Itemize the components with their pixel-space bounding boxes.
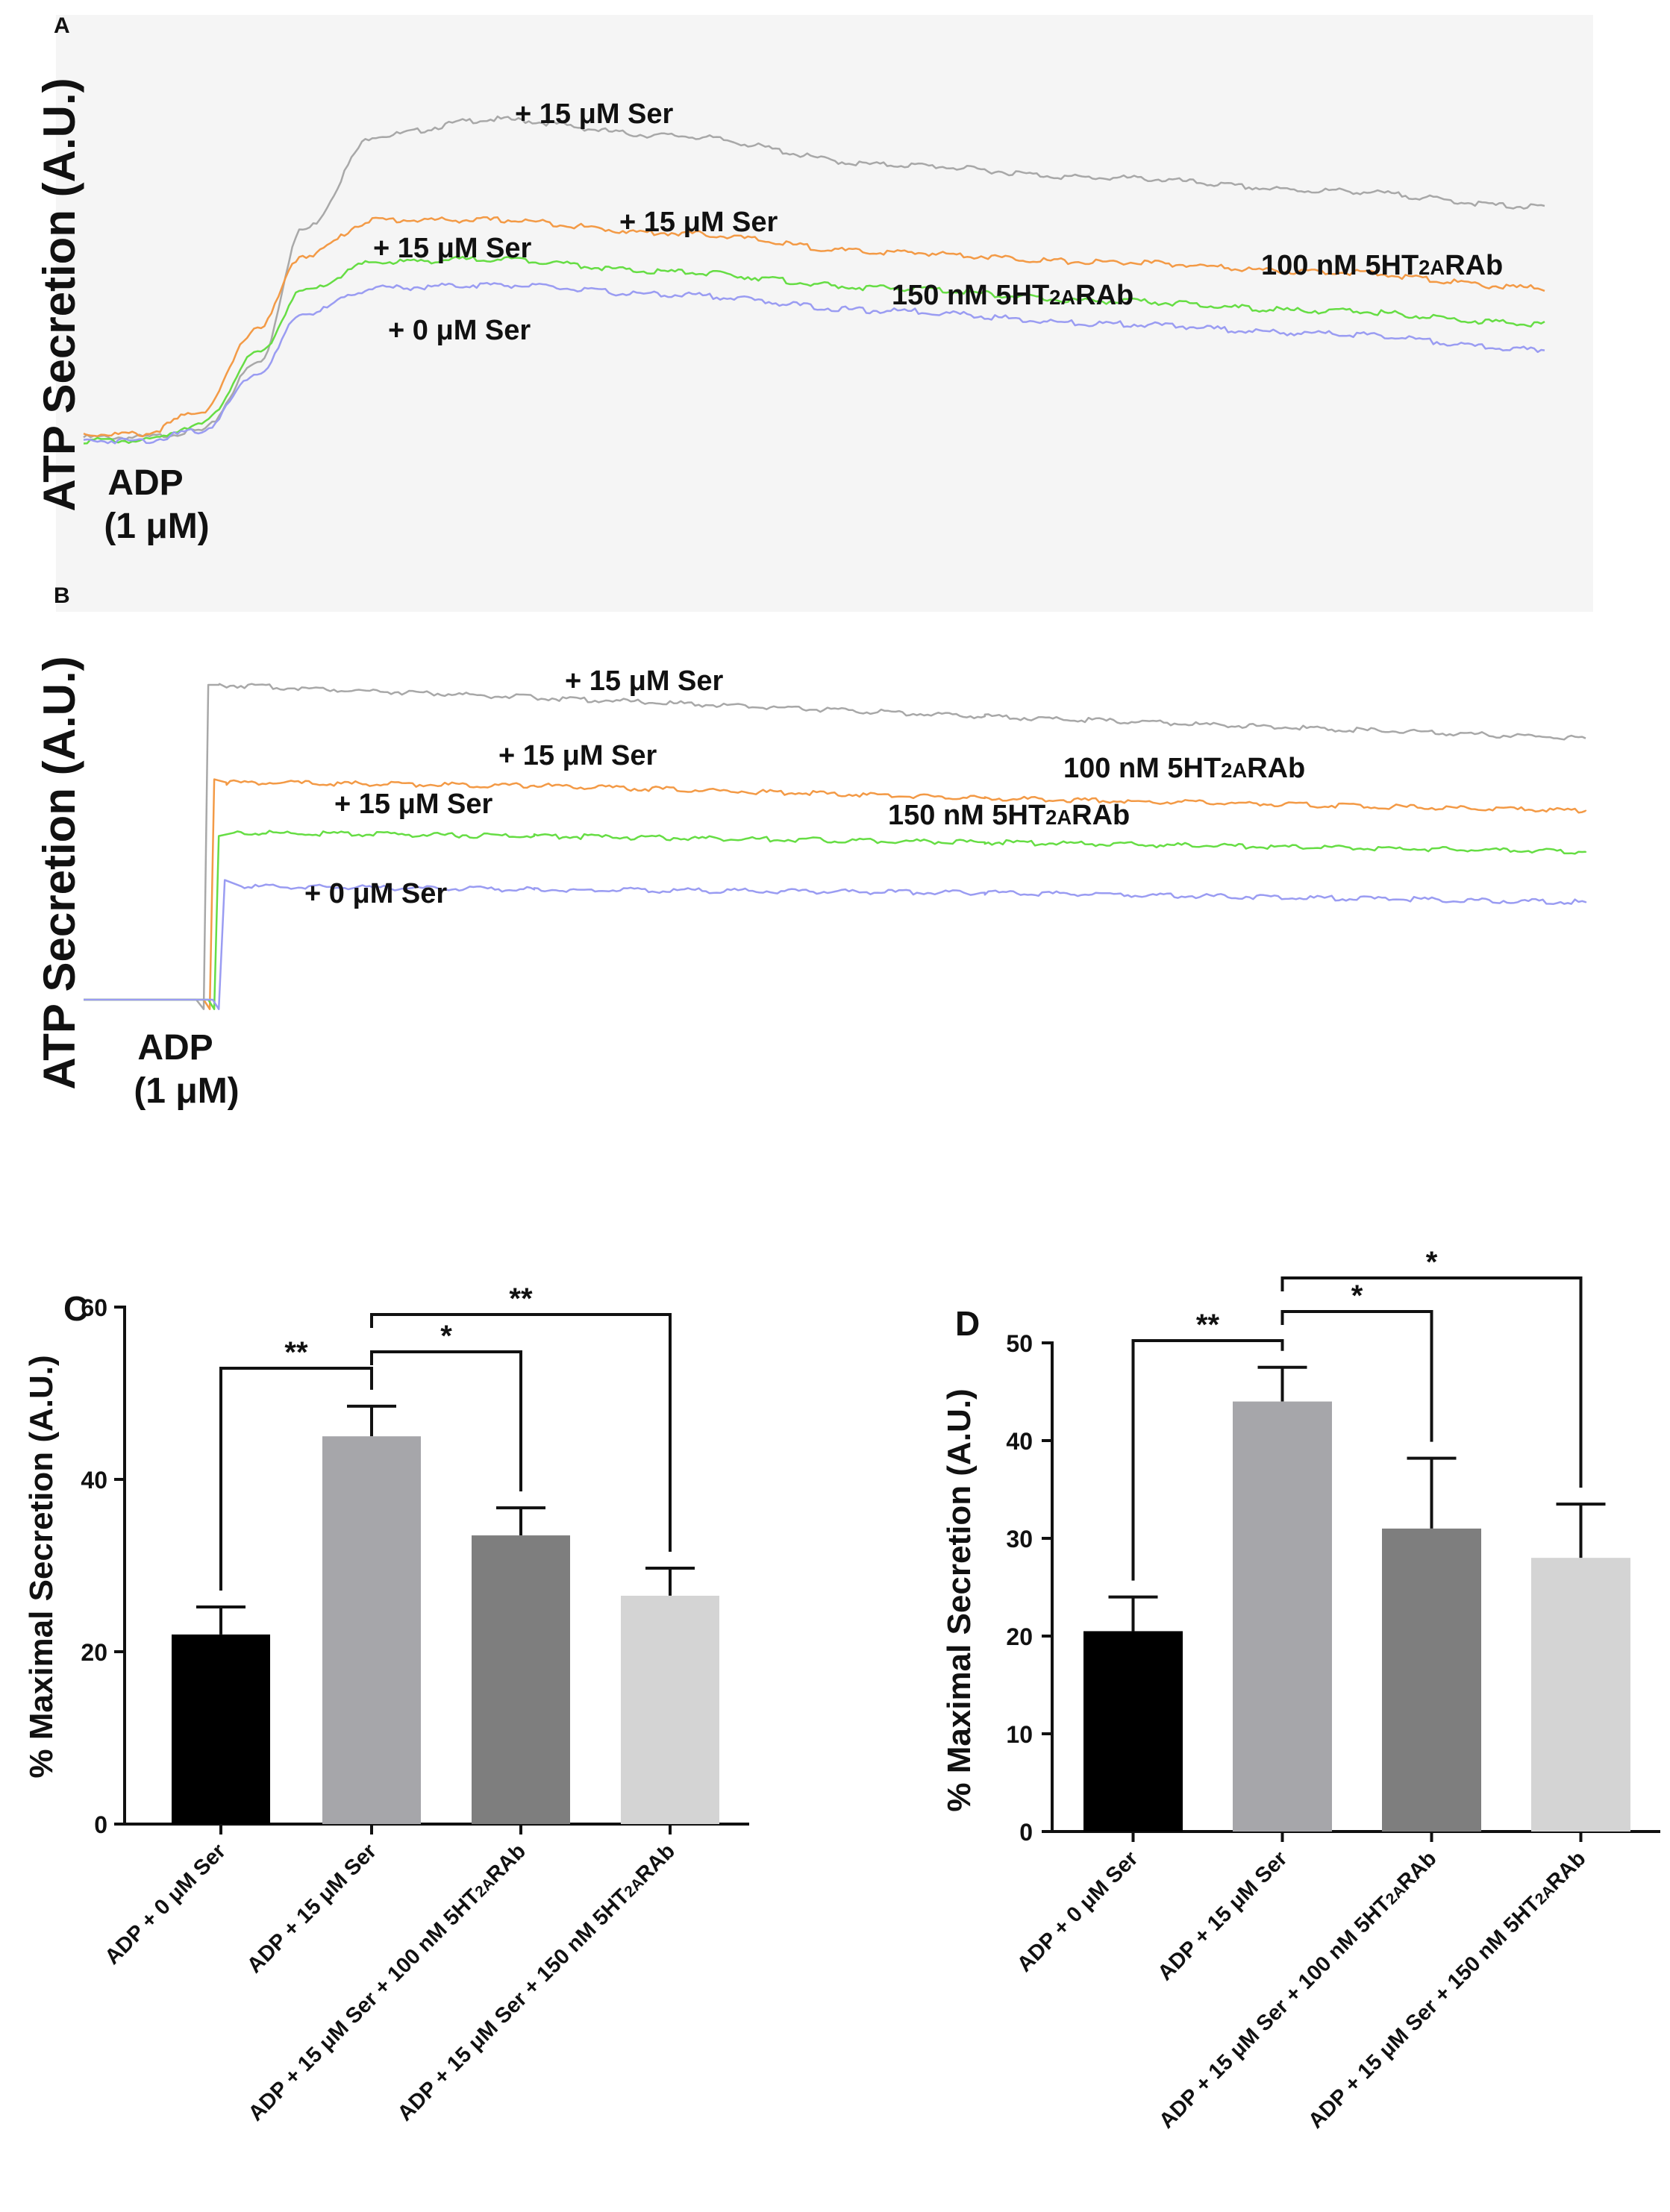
bar xyxy=(1382,1528,1481,1832)
trace-label: + 15 μM Ser xyxy=(498,740,657,771)
trace-line xyxy=(84,683,1586,1010)
y-tick-label: 50 xyxy=(1006,1330,1033,1357)
x-tick-label: ADP + 15 μM Ser + 100 nM 5HT2ARAb xyxy=(244,1839,531,2125)
trace-line xyxy=(83,216,1545,438)
bar xyxy=(172,1634,270,1824)
significance-bracket xyxy=(1280,1310,1433,1442)
trace-treatment-label: 150 nM 5HT2ARAb xyxy=(892,280,1133,311)
significance-bracket xyxy=(219,1367,373,1591)
y-axis-label: ATP Secretion (A.U.) xyxy=(34,78,84,511)
significance-bracket xyxy=(370,1313,672,1552)
trace-label: + 15 μM Ser xyxy=(619,207,778,238)
bar xyxy=(472,1535,570,1824)
stimulus-concentration: (1 μM) xyxy=(104,507,209,546)
y-axis-label: % Maximal Secretion (A.U.) xyxy=(23,1355,60,1778)
stimulus-label: ADP xyxy=(137,1028,213,1068)
bar xyxy=(621,1595,719,1824)
panel-b: B ATP Secretion (A.U.) ADP(1 μM) + 15 μM Se… xyxy=(34,583,1587,1111)
y-tick-label: 30 xyxy=(1006,1526,1033,1553)
trace-treatment-label: 100 nM 5HT2ARAb xyxy=(1063,753,1305,784)
x-tick-label: ADP + 15 μM Ser + 150 nM 5HT2ARAb xyxy=(393,1839,680,2125)
trace-line xyxy=(83,255,1545,445)
y-tick-label: 20 xyxy=(1006,1623,1033,1650)
significance-label: * xyxy=(1351,1279,1363,1312)
bar xyxy=(1233,1401,1332,1832)
x-tick-label: ADP + 15 μM Ser xyxy=(1154,1846,1292,1985)
x-tick-label: ADP + 15 μM Ser xyxy=(243,1839,381,1978)
x-tick-label: ADP + 0 μM Ser xyxy=(1013,1846,1142,1976)
trace-label: + 15 μM Ser xyxy=(373,233,532,264)
y-tick-label: 40 xyxy=(1006,1428,1033,1455)
y-tick-label: 60 xyxy=(81,1294,107,1321)
stimulus-concentration: (1 μM) xyxy=(134,1071,239,1111)
y-tick-label: 0 xyxy=(94,1811,107,1838)
panel-a: A ATP Secretion (A.U.) ADP (1 μM) + 15 μM Se… xyxy=(34,13,1593,612)
panel-letter: B xyxy=(54,583,70,608)
y-tick-label: 20 xyxy=(81,1639,107,1666)
significance-bracket xyxy=(370,1350,522,1492)
trace-line xyxy=(84,830,1587,1010)
trace-treatment-label: 100 nM 5HT2ARAb xyxy=(1261,250,1503,281)
trace-label: + 15 μM Ser xyxy=(515,98,674,130)
panel-d: D % Maximal Secretion (A.U.) 0 10 20 30 40 50 AD… xyxy=(941,1246,1660,2133)
bar xyxy=(1083,1631,1183,1832)
panel-letter: D xyxy=(955,1304,980,1343)
bar xyxy=(1531,1558,1630,1832)
y-axis-label: ATP Secretion (A.U.) xyxy=(34,656,84,1089)
panel-background xyxy=(56,15,1593,612)
significance-bracket xyxy=(1131,1339,1284,1581)
trace-label: + 0 μM Ser xyxy=(304,878,447,909)
y-tick-label: 10 xyxy=(1006,1721,1033,1748)
significance-label: * xyxy=(440,1320,452,1353)
significance-label: ** xyxy=(509,1282,533,1315)
x-tick-label: ADP + 15 μM Ser + 150 nM 5HT2ARAb xyxy=(1304,1846,1590,2133)
trace-label: + 15 μM Ser xyxy=(334,789,493,820)
y-axis-label: % Maximal Secretion (A.U.) xyxy=(941,1388,978,1811)
panel-letter: C xyxy=(63,1289,88,1328)
y-tick-label: 0 xyxy=(1019,1819,1033,1846)
trace-line xyxy=(84,778,1587,1010)
trace-label: + 0 μM Ser xyxy=(388,315,531,346)
significance-label: ** xyxy=(284,1336,308,1369)
stimulus-label: ADP xyxy=(107,463,183,503)
trace-line xyxy=(84,879,1587,1010)
trace-treatment-label: 150 nM 5HT2ARAb xyxy=(888,800,1130,831)
panel-c: C% Maximal Secretion (A.U.) 0 20 40 60 ADP + … xyxy=(23,1282,749,2125)
y-tick-label: 40 xyxy=(81,1467,107,1494)
x-tick-label: ADP + 0 μM Ser xyxy=(101,1839,231,1969)
trace-line xyxy=(83,281,1545,445)
significance-bracket xyxy=(1280,1276,1583,1488)
x-tick-label: ADP + 15 μM Ser + 100 nM 5HT2ARAb xyxy=(1154,1846,1441,2133)
trace-label: + 15 μM Ser xyxy=(565,665,724,697)
panel-letter: A xyxy=(54,13,70,38)
significance-label: ** xyxy=(1196,1309,1220,1341)
significance-label: * xyxy=(1426,1246,1438,1279)
trace-line xyxy=(83,115,1545,441)
bar xyxy=(322,1436,421,1824)
